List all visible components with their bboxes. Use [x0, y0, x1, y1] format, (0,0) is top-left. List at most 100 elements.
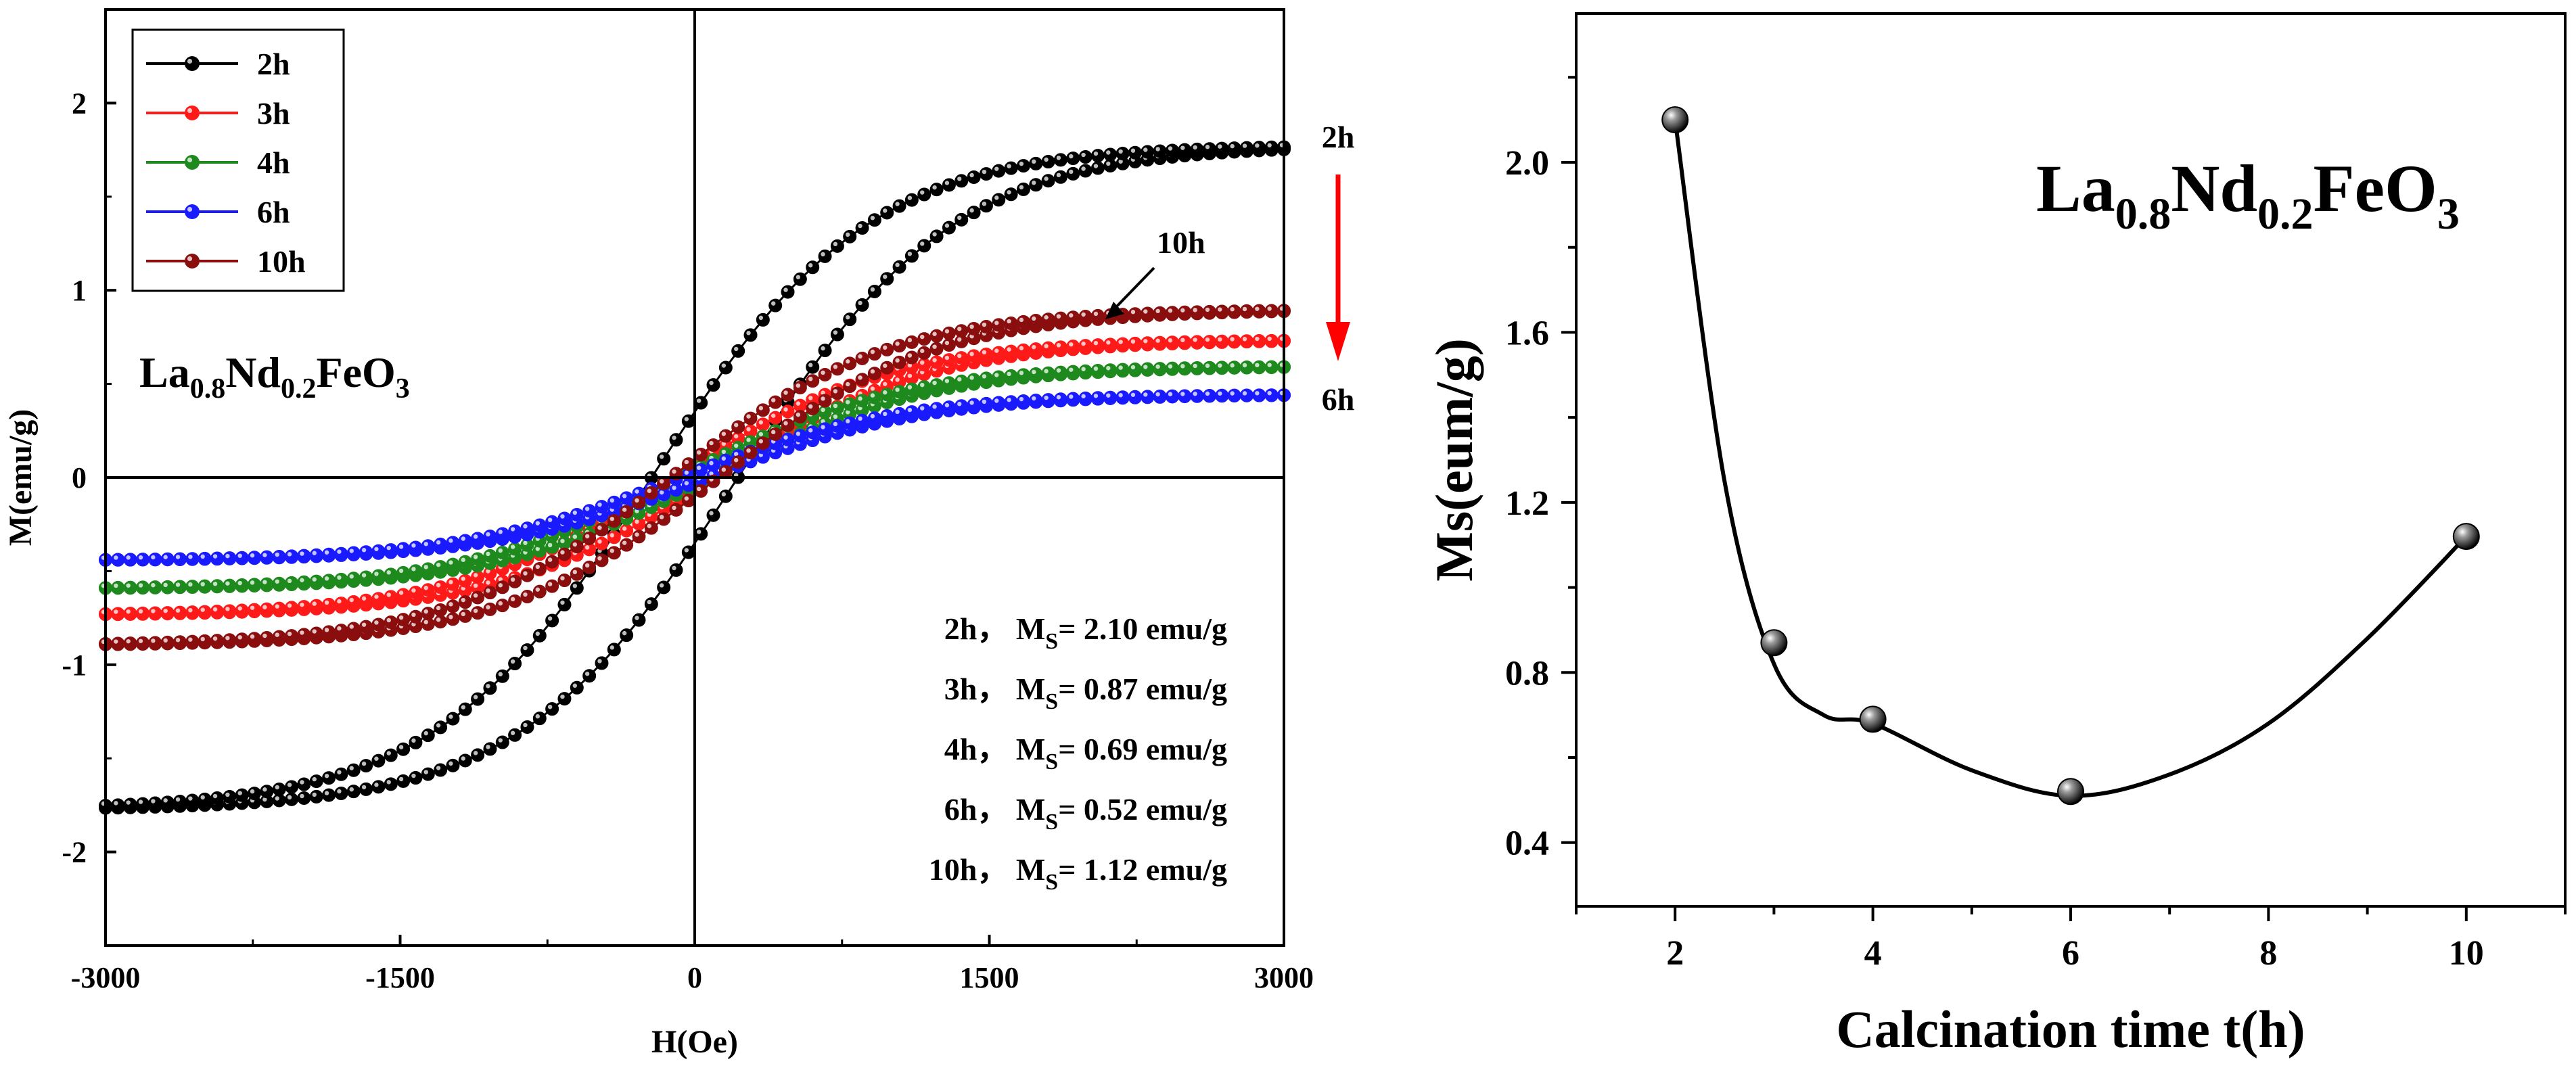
data-point-10h: [632, 530, 646, 544]
data-point-4h: [892, 385, 906, 399]
data-point-highlight: [423, 565, 428, 569]
data-point-highlight: [858, 396, 862, 401]
data-point-highlight: [684, 470, 689, 475]
data-point-6h: [1103, 390, 1118, 404]
data-point-highlight: [1267, 390, 1272, 396]
data-point-highlight: [1218, 391, 1222, 396]
data-point-highlight: [870, 369, 875, 374]
data-point-6h: [508, 524, 522, 538]
data-point-highlight: [721, 441, 727, 446]
data-point-3h: [756, 417, 770, 432]
data-point-highlight: [498, 548, 503, 553]
data-point-2h: [309, 789, 323, 804]
data-point-3h: [1116, 337, 1130, 351]
data-point-10h: [1153, 306, 1167, 320]
data-point-highlight: [969, 172, 974, 178]
data-point-highlight: [1255, 391, 1260, 396]
data-point-highlight: [1032, 344, 1036, 350]
data-point-highlight: [349, 574, 354, 579]
data-point-highlight: [461, 705, 465, 710]
data-point-highlight: [796, 412, 801, 417]
data-point-highlight: [486, 588, 490, 593]
data-point-highlight: [423, 586, 428, 590]
data-point-10h: [706, 438, 720, 452]
data-point-highlight: [1081, 166, 1086, 171]
data-point-highlight: [1267, 143, 1272, 147]
data-point-highlight: [944, 223, 950, 228]
data-point-2h: [1190, 142, 1204, 156]
data-point-highlight: [584, 545, 590, 550]
data-point-2h: [185, 793, 200, 808]
data-point-highlight: [212, 636, 218, 641]
data-point-6h: [396, 542, 411, 556]
data-point-2h: [272, 783, 286, 797]
ms-annotation-2h: 2h， MS= 2.10 emu/g: [944, 611, 1227, 654]
data-point-highlight: [188, 796, 193, 801]
data-point-highlight: [883, 390, 888, 395]
data-point-3h: [929, 355, 944, 369]
data-point-highlight: [349, 597, 354, 603]
data-point-2h: [1029, 156, 1043, 170]
data-point-6h: [248, 551, 262, 565]
formula-sub: 0.2: [2257, 189, 2314, 239]
data-point-4h: [1153, 362, 1167, 376]
data-point-2h: [806, 260, 820, 275]
left-x-tick-label: 0: [687, 961, 702, 994]
data-point-2h: [396, 774, 411, 788]
data-point-highlight: [1056, 172, 1061, 178]
data-point-3h: [123, 607, 137, 621]
data-point-2h: [818, 344, 832, 358]
legend-box: [131, 28, 345, 292]
data-point-highlight: [374, 756, 379, 761]
data-point-highlight: [907, 353, 913, 358]
data-point-highlight: [225, 553, 230, 559]
data-point-highlight: [337, 575, 342, 580]
data-point-6h: [942, 400, 956, 415]
data-point-highlight: [262, 605, 267, 609]
data-point-10h: [309, 626, 323, 641]
data-point-highlight: [696, 398, 702, 403]
data-point-highlight: [361, 785, 367, 790]
data-point-3h: [334, 597, 348, 611]
data-point-2h: [1041, 174, 1055, 188]
data-point-10h: [458, 595, 472, 609]
data-point-highlight: [1143, 339, 1148, 344]
data-point-highlight: [610, 549, 615, 553]
data-point-4h: [1029, 367, 1043, 381]
data-point-highlight: [523, 540, 528, 545]
data-point-3h: [198, 605, 212, 619]
pointer-label-10h: 10h: [1157, 225, 1205, 260]
data-point-highlight: [758, 439, 764, 444]
data-point-10h: [1128, 307, 1142, 321]
data-point-10h: [297, 628, 311, 642]
data-point-6h: [495, 527, 509, 541]
data-point-highlight: [758, 315, 764, 321]
data-point-2h: [545, 702, 559, 716]
data-point-2h: [346, 763, 361, 777]
data-point-highlight: [486, 745, 490, 749]
data-point-highlight: [138, 799, 143, 804]
data-point-highlight: [1218, 307, 1222, 312]
data-point-highlight: [1032, 181, 1036, 185]
data-point-2h: [297, 791, 311, 805]
data-point-2h: [532, 712, 547, 726]
formula-sub: 3: [396, 373, 410, 404]
data-point-highlight: [312, 577, 317, 582]
data-point-6h: [520, 521, 534, 536]
data-point-highlight: [411, 612, 416, 618]
data-point-highlight: [1044, 157, 1049, 162]
data-point-highlight: [126, 583, 131, 588]
data-point-highlight: [1093, 366, 1099, 371]
data-point-3h: [111, 607, 125, 621]
data-point-10h: [123, 636, 137, 651]
formula-part: FeO: [317, 348, 396, 396]
data-point-3h: [446, 577, 460, 591]
data-point-highlight: [969, 375, 974, 380]
data-point-10h: [793, 410, 807, 424]
data-point-highlight: [151, 638, 156, 643]
data-point-highlight: [461, 756, 465, 761]
data-point-6h: [1090, 391, 1105, 405]
ms-value: = 0.69 emu/g: [1058, 732, 1227, 766]
data-point-10h: [1227, 304, 1241, 319]
data-point-highlight: [1032, 159, 1036, 164]
